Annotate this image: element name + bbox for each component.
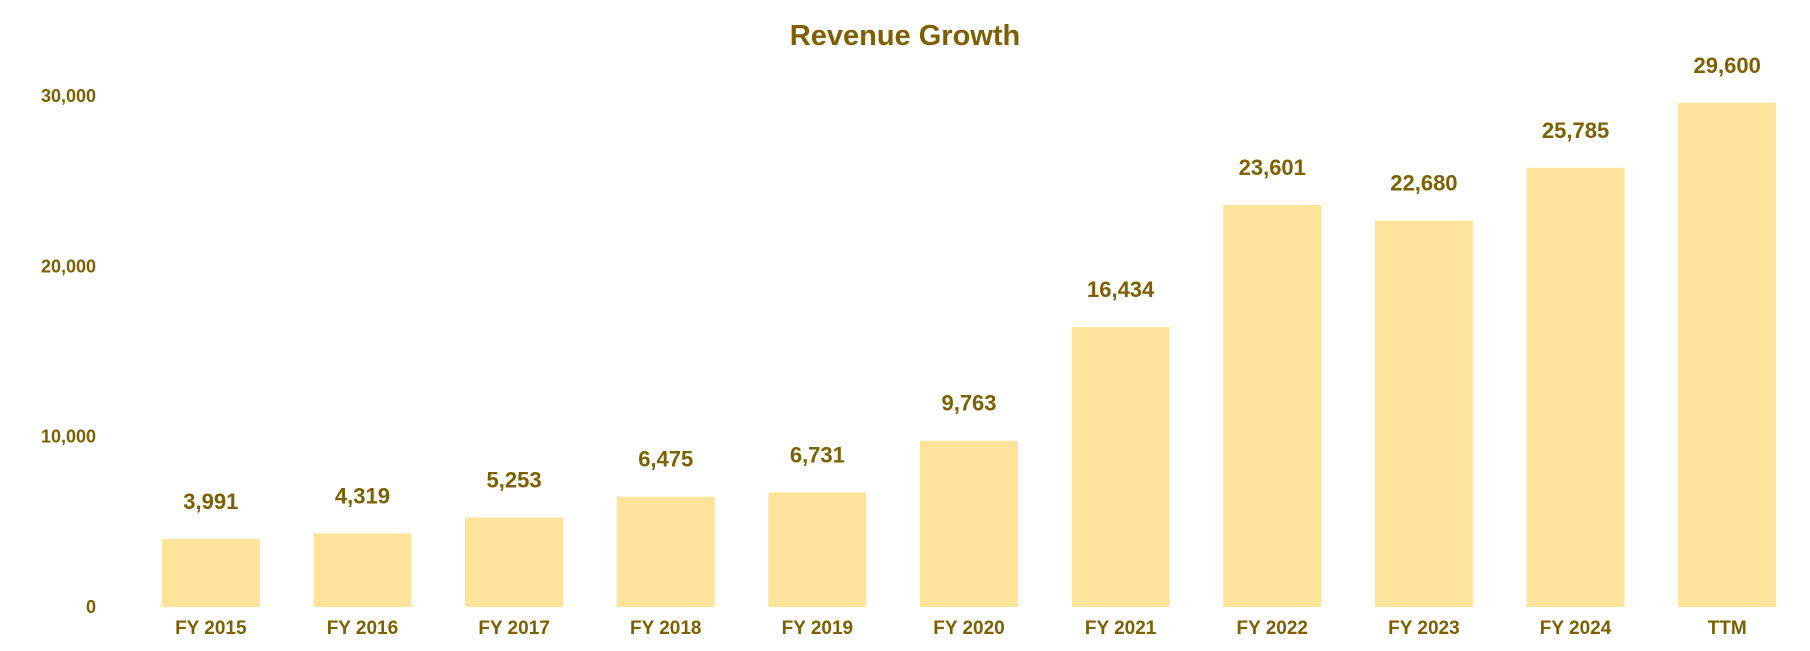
x-tick-label: FY 2017 xyxy=(478,618,549,639)
chart-title: Revenue Growth xyxy=(790,20,1020,52)
x-tick-label: FY 2021 xyxy=(1085,618,1157,639)
bar xyxy=(465,517,564,607)
x-tick-label: FY 2020 xyxy=(933,618,1004,639)
bar xyxy=(161,539,260,607)
bar xyxy=(616,496,715,607)
y-tick-label: 0 xyxy=(86,597,96,617)
bar xyxy=(920,440,1018,607)
value-labels: 3,991 4,319 5,253 6,475 6,731 9,763 16,434 23,6… xyxy=(183,53,1761,514)
data-label: 29,600 xyxy=(1694,53,1761,78)
bar xyxy=(1526,167,1625,607)
data-label: 6,475 xyxy=(638,447,693,472)
data-label: 6,731 xyxy=(790,442,845,467)
bar xyxy=(1071,327,1170,607)
x-axis: FY 2015 FY 2016 FY 2017 FY 2018 FY 2019 FY 20… xyxy=(175,618,1747,639)
data-label: 4,319 xyxy=(335,483,390,508)
data-label: 5,253 xyxy=(487,468,542,493)
data-label: 9,763 xyxy=(941,391,996,416)
bar xyxy=(1223,204,1322,607)
x-tick-label: FY 2022 xyxy=(1237,618,1308,639)
x-tick-label: FY 2019 xyxy=(782,618,853,639)
x-tick-label: FY 2015 xyxy=(175,618,247,639)
y-tick-label: 30,000 xyxy=(41,86,96,106)
x-tick-label: FY 2018 xyxy=(630,618,701,639)
bar xyxy=(1678,102,1777,608)
bar xyxy=(313,533,412,607)
x-tick-label: FY 2024 xyxy=(1540,618,1612,639)
x-tick-label: FY 2023 xyxy=(1388,618,1459,639)
x-tick-label: FY 2016 xyxy=(327,618,398,639)
data-label: 25,785 xyxy=(1542,118,1609,143)
y-tick-label: 20,000 xyxy=(41,256,96,276)
data-label: 16,434 xyxy=(1087,277,1155,302)
data-label: 23,601 xyxy=(1239,155,1306,180)
bar-series xyxy=(161,102,1777,608)
bar xyxy=(1374,220,1473,607)
data-label: 22,680 xyxy=(1390,171,1457,196)
y-tick-label: 10,000 xyxy=(41,427,96,447)
bar xyxy=(768,492,867,607)
y-axis: 0 10,000 20,000 30,000 xyxy=(41,86,96,617)
data-label: 3,991 xyxy=(183,489,238,514)
x-tick-label: TTM xyxy=(1708,618,1747,639)
